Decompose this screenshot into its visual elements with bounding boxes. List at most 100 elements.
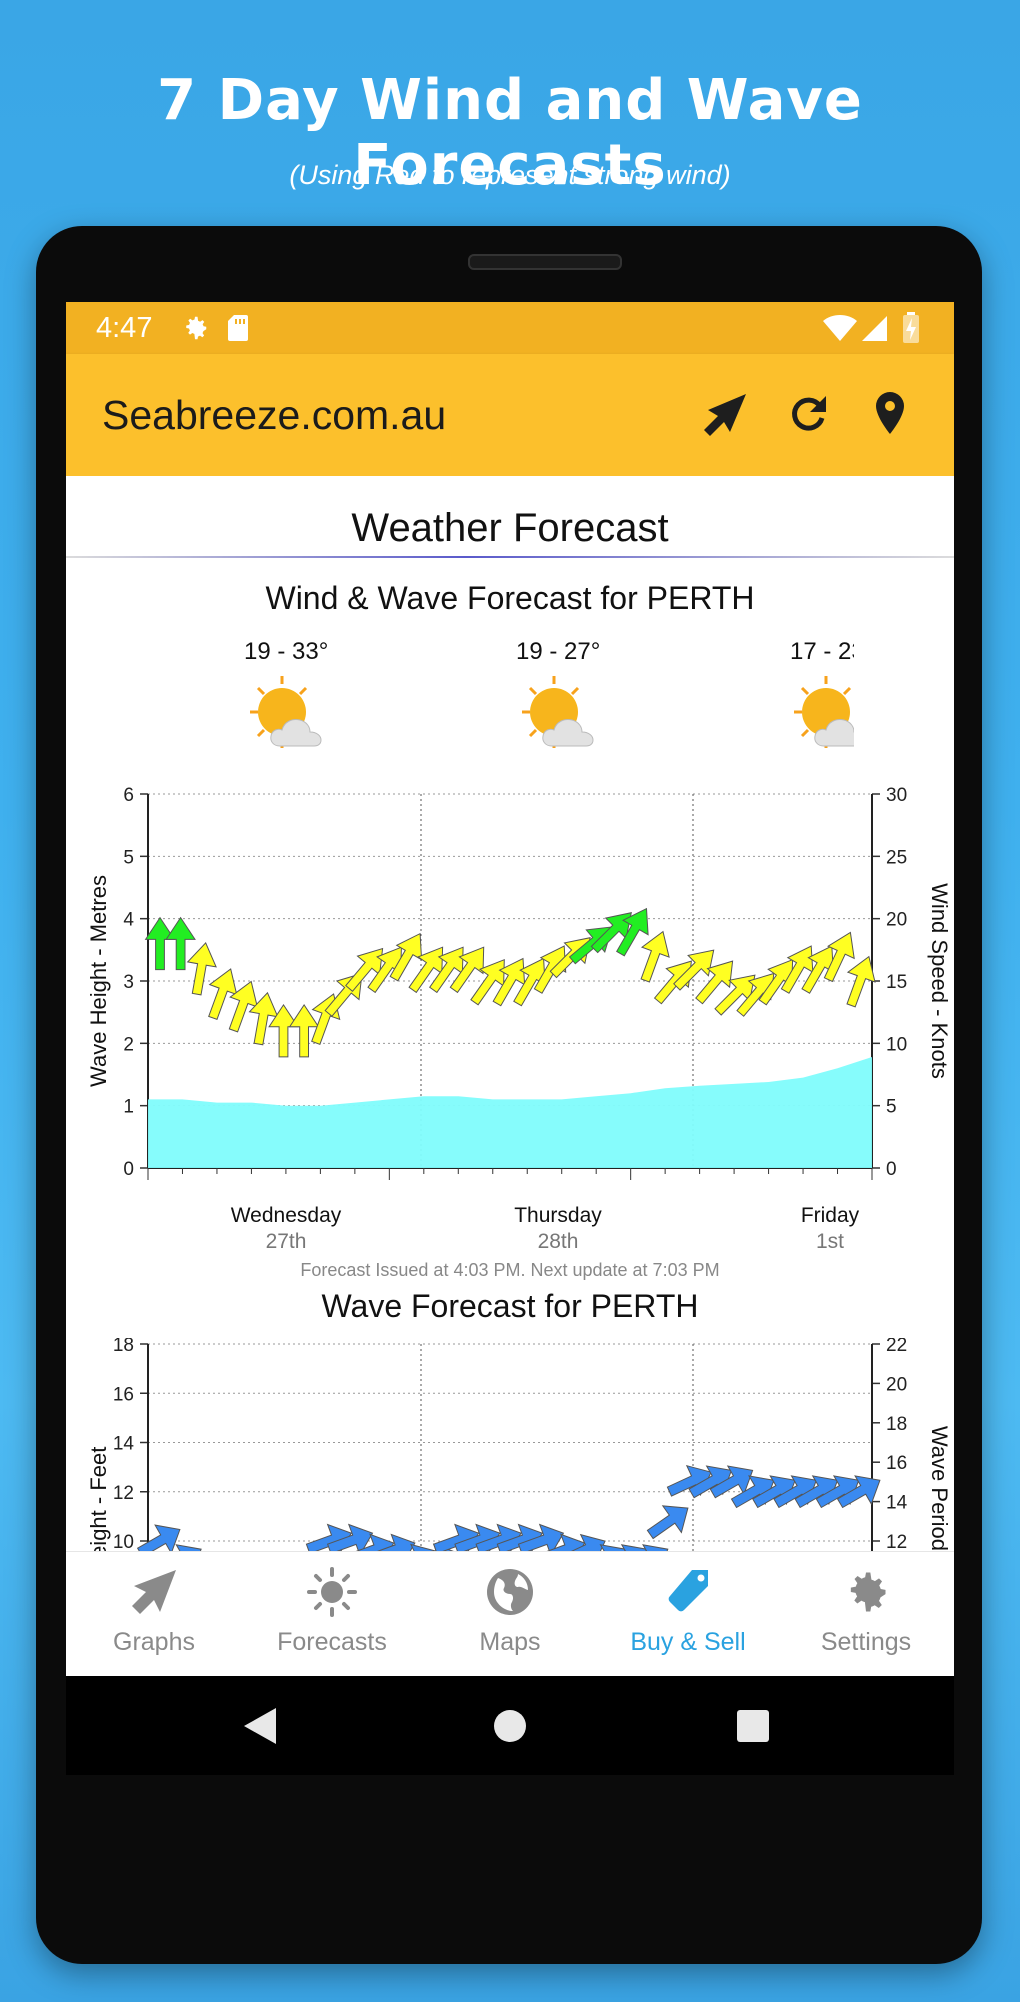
y-tick-label: 10 — [113, 1532, 134, 1551]
nav-forecasts-label: Forecasts — [277, 1628, 387, 1656]
title-divider — [66, 556, 954, 558]
y2-tick-label: 0 — [886, 1159, 897, 1180]
graphs-arrow-icon — [132, 1570, 176, 1614]
wind-arrow — [695, 960, 734, 1005]
sd-card-icon — [228, 315, 248, 341]
chart1-title: Wind & Wave Forecast for PERTH — [265, 580, 755, 616]
phone-screen: 4:47 Seabreeze.com.au — [66, 302, 954, 1775]
wind-arrow — [165, 916, 196, 971]
system-navigation-bar — [66, 1676, 954, 1775]
wind-arrow — [546, 1533, 586, 1551]
y2-tick-label: 15 — [886, 972, 907, 993]
locate-arrow-icon[interactable] — [700, 388, 752, 440]
y-tick-label: 2 — [123, 1034, 134, 1055]
wind-arrow — [642, 1544, 669, 1551]
y2-axis-label: Wind Speed - Knots — [927, 883, 952, 1079]
tag-icon — [668, 1570, 708, 1612]
bottom-navigation: Graphs Forecasts — [66, 1551, 954, 1677]
nav-buy-sell-label: Buy & Sell — [630, 1628, 746, 1656]
wind-arrow — [620, 1544, 648, 1551]
forecast-content[interactable]: Weather Forecast Wind & Wave Forecast fo… — [66, 476, 954, 1551]
battery-charging-icon — [903, 312, 919, 343]
wave-height-area — [148, 1057, 872, 1168]
partly-cloudy-icon — [522, 676, 594, 748]
home-circle-icon[interactable] — [492, 1708, 528, 1744]
promo-title: 7 Day Wind and Wave Forecasts — [157, 68, 863, 198]
nav-maps[interactable]: Maps — [422, 1552, 598, 1677]
wind-arrow — [492, 957, 526, 1007]
location-pin-icon[interactable] — [864, 388, 916, 440]
wind-arrow — [377, 1533, 416, 1551]
wind-arrow — [144, 916, 176, 971]
y-tick-label: 1 — [123, 1097, 134, 1118]
wind-arrow — [780, 945, 814, 994]
wind-arrow — [326, 1523, 374, 1551]
y-tick-label: 5 — [123, 847, 134, 868]
wind-arrow — [673, 949, 715, 991]
recents-square-icon[interactable] — [736, 1709, 770, 1743]
y2-tick-label: 30 — [886, 785, 907, 806]
partly-cloudy-icon — [250, 676, 322, 748]
phone-speaker — [468, 254, 622, 270]
nav-buy-sell[interactable]: Buy & Sell — [600, 1552, 776, 1677]
y-tick-label: 3 — [123, 972, 134, 993]
y2-tick-label: 14 — [886, 1493, 908, 1514]
wind-arrow — [410, 1543, 437, 1551]
settings-gear-status-icon — [186, 316, 207, 340]
day1-date: 27th — [265, 1230, 307, 1253]
y2-tick-label: 25 — [886, 847, 907, 868]
wind-arrow — [175, 1544, 202, 1551]
wind-arrow — [836, 1475, 881, 1509]
nav-maps-label: Maps — [479, 1628, 541, 1656]
wind-wave-chart[interactable]: 0 1 2 3 4 5 6 0 5 10 15 20 25 30 Wave Height - Metres W… — [66, 776, 954, 1196]
nav-graphs[interactable]: Graphs — [66, 1552, 242, 1677]
wind-arrow — [517, 1523, 565, 1551]
nav-settings-label: Settings — [820, 1628, 912, 1656]
y2-tick-label: 12 — [886, 1532, 907, 1551]
nav-forecasts[interactable]: Forecasts — [244, 1552, 420, 1677]
y2-tick-label: 22 — [886, 1338, 907, 1356]
y2-tick-label: 18 — [886, 1414, 907, 1435]
page-title: Weather Forecast — [351, 506, 669, 550]
promo-subtitle: (Using Red to represent strong wind) — [289, 160, 731, 190]
sun-icon — [307, 1567, 357, 1617]
app-bar: Seabreeze.com.au — [66, 354, 954, 476]
nav-settings[interactable]: Settings — [778, 1552, 954, 1677]
y2-tick-label: 20 — [886, 910, 907, 931]
back-triangle-icon[interactable] — [242, 1706, 278, 1746]
day2-name: Thursday — [514, 1204, 602, 1227]
forecast-issued-note: Forecast Issued at 4:03 PM. Next update … — [300, 1260, 720, 1280]
y-tick-label: 14 — [113, 1434, 135, 1455]
day2-temp: 19 - 27° — [516, 638, 601, 665]
wind-arrow — [355, 1533, 395, 1551]
wave-forecast-chart[interactable]: 24681012141618246810121416182022Wave Hei… — [66, 1338, 954, 1551]
y-axis-label: Wave Height - Feet — [86, 1447, 111, 1551]
y-tick-label: 6 — [123, 785, 134, 806]
wind-arrow — [136, 1524, 181, 1551]
y2-tick-label: 16 — [886, 1453, 907, 1474]
chart2-title: Wave Forecast for PERTH — [321, 1288, 699, 1324]
y2-tick-label: 5 — [886, 1097, 897, 1118]
wind-arrow — [616, 907, 649, 957]
day1-name: Wednesday — [230, 1204, 342, 1227]
wind-arrow — [533, 945, 567, 994]
y-tick-label: 12 — [113, 1483, 134, 1504]
y2-tick-label: 20 — [886, 1374, 907, 1395]
day3-temp: 17 - 23° — [790, 638, 854, 665]
day3-date: 1st — [815, 1230, 844, 1253]
y-axis-label: Wave Height - Metres — [86, 875, 111, 1087]
y2-tick-label: 10 — [886, 1034, 907, 1055]
wind-arrow — [186, 942, 217, 996]
nav-graphs-label: Graphs — [113, 1628, 195, 1656]
partly-cloudy-icon — [794, 676, 854, 748]
phone-frame: 4:47 Seabreeze.com.au — [36, 226, 982, 1964]
day1-temp: 19 - 33° — [244, 638, 329, 665]
wind-arrow — [208, 968, 238, 1021]
y-tick-label: 4 — [123, 910, 134, 931]
wind-arrow — [846, 955, 876, 1008]
wind-arrow — [571, 1533, 606, 1551]
y-tick-label: 0 — [123, 1159, 134, 1180]
wind-arrow — [653, 960, 692, 1005]
wind-arrow — [823, 931, 855, 983]
refresh-icon[interactable] — [782, 388, 834, 440]
